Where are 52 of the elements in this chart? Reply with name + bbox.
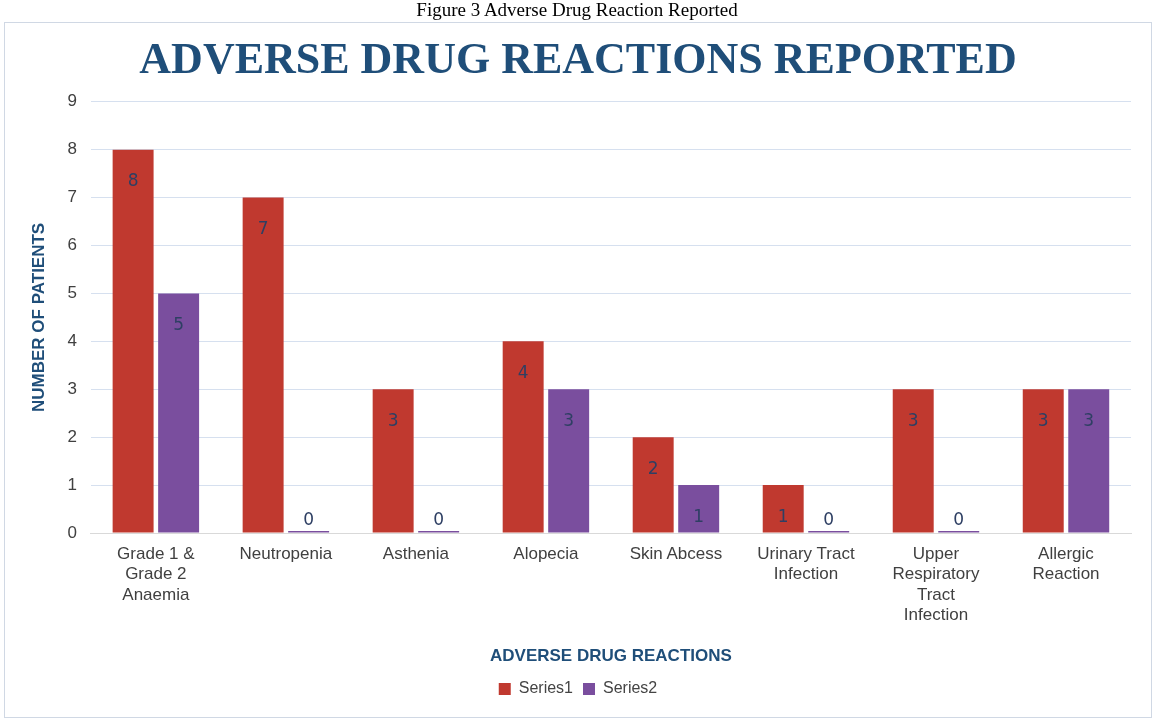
x-tick-label: Alopecia <box>513 543 580 563</box>
bar <box>762 485 804 533</box>
bar <box>242 197 284 533</box>
bar <box>502 341 544 533</box>
x-tick-label: Allergic Reaction <box>1032 543 1100 584</box>
bar <box>1068 389 1110 533</box>
y-tick-label: 5 <box>67 283 77 303</box>
x-tick-label: Neutropenia <box>239 543 333 563</box>
bar <box>372 389 414 533</box>
bar <box>678 485 720 533</box>
data-label: 0 <box>303 509 315 530</box>
y-tick-label: 3 <box>67 378 77 398</box>
x-tick-label: Grade 1 & Grade 2 Anaemia <box>117 543 196 604</box>
y-tick-label: 7 <box>67 187 77 207</box>
x-tick-label: Urinary Tract Infection <box>757 543 855 584</box>
y-tick-label: 4 <box>67 331 77 351</box>
data-label: 5 <box>173 313 185 334</box>
data-label: 3 <box>1083 409 1095 430</box>
bar <box>112 149 154 533</box>
data-label: 1 <box>693 505 705 526</box>
y-tick-label: 0 <box>67 522 77 542</box>
data-label: 1 <box>777 505 789 526</box>
data-label: 3 <box>1037 409 1049 430</box>
data-label: 3 <box>907 409 919 430</box>
y-tick-label: 1 <box>67 474 77 494</box>
bar <box>548 389 590 533</box>
data-label: 0 <box>953 509 965 530</box>
caption: Figure 3 Adverse Drug Reaction Reported <box>415 0 739 22</box>
y-tick-label: 9 <box>67 91 77 111</box>
x-tick-label: Skin Abcess <box>629 543 723 563</box>
data-label: 4 <box>517 361 529 382</box>
bar <box>892 389 934 533</box>
data-label: 3 <box>563 409 575 430</box>
y-tick-label: 8 <box>67 139 77 159</box>
y-tick-label: 6 <box>67 235 77 255</box>
data-label: 3 <box>387 409 399 430</box>
x-tick-label: Asthenia <box>382 543 450 563</box>
y-axis-title: NUMBER OF PATIENTS <box>28 222 48 412</box>
x-tick-label: Upper Respiratory Tract Infection <box>892 543 980 625</box>
data-label: 7 <box>257 218 269 239</box>
y-tick-label: 2 <box>67 426 77 446</box>
chart-title: ADVERSE DRUG REACTIONS REPORTED <box>139 33 1017 83</box>
bar <box>632 437 674 533</box>
bar <box>1022 389 1064 533</box>
legend-label: Series1 <box>518 679 574 697</box>
legend-label: Series2 <box>603 679 658 697</box>
data-label: 8 <box>127 170 139 191</box>
data-label: 2 <box>647 457 659 478</box>
data-label: 0 <box>823 509 835 530</box>
data-label: 0 <box>433 509 445 530</box>
x-axis-title: ADVERSE DRUG REACTIONS <box>490 646 732 666</box>
bar <box>158 293 200 533</box>
